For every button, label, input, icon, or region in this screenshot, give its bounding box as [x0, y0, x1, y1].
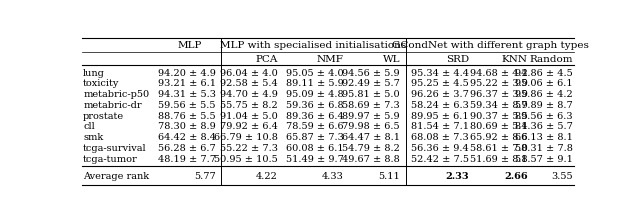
Text: 51.57 ± 9.1: 51.57 ± 9.1 — [515, 155, 573, 164]
Text: 65.87 ± 7.3: 65.87 ± 7.3 — [285, 133, 344, 142]
Text: 56.28 ± 6.7: 56.28 ± 6.7 — [158, 144, 216, 153]
Text: 81.54 ± 7.1: 81.54 ± 7.1 — [411, 122, 469, 131]
Text: 57.89 ± 8.7: 57.89 ± 8.7 — [515, 101, 573, 110]
Text: 59.34 ± 8.9: 59.34 ± 8.9 — [470, 101, 528, 110]
Text: PCA: PCA — [255, 55, 278, 64]
Text: metabric-dr: metabric-dr — [83, 101, 141, 110]
Text: Average rank: Average rank — [83, 172, 149, 181]
Text: 94.56 ± 5.9: 94.56 ± 5.9 — [342, 69, 400, 78]
Text: KNN: KNN — [502, 55, 528, 64]
Text: 58.61 ± 7.0: 58.61 ± 7.0 — [470, 144, 528, 153]
Text: smk: smk — [83, 133, 103, 142]
Text: 48.19 ± 7.7: 48.19 ± 7.7 — [157, 155, 216, 164]
Text: tcga-survival: tcga-survival — [83, 144, 147, 153]
Text: 56.36 ± 9.4: 56.36 ± 9.4 — [412, 144, 469, 153]
Text: 52.42 ± 7.5: 52.42 ± 7.5 — [411, 155, 469, 164]
Text: Random: Random — [529, 55, 573, 64]
Text: 50.95 ± 10.5: 50.95 ± 10.5 — [214, 155, 278, 164]
Text: 79.98 ± 6.5: 79.98 ± 6.5 — [342, 122, 400, 131]
Text: 96.04 ± 4.0: 96.04 ± 4.0 — [220, 69, 278, 78]
Text: 55.75 ± 8.2: 55.75 ± 8.2 — [220, 101, 278, 110]
Text: 93.21 ± 6.1: 93.21 ± 6.1 — [157, 79, 216, 88]
Text: 94.20 ± 4.9: 94.20 ± 4.9 — [157, 69, 216, 78]
Text: 64.47 ± 8.1: 64.47 ± 8.1 — [342, 133, 400, 142]
Text: 94.31 ± 5.3: 94.31 ± 5.3 — [157, 90, 216, 99]
Text: 95.25 ± 4.5: 95.25 ± 4.5 — [412, 79, 469, 88]
Text: 55.22 ± 7.3: 55.22 ± 7.3 — [220, 144, 278, 153]
Text: MLP with specialised initialisations: MLP with specialised initialisations — [220, 41, 406, 50]
Text: 94.68 ± 4.2: 94.68 ± 4.2 — [470, 69, 528, 78]
Text: 94.70 ± 4.9: 94.70 ± 4.9 — [220, 90, 278, 99]
Text: 89.95 ± 6.1: 89.95 ± 6.1 — [412, 112, 469, 121]
Text: 95.06 ± 6.1: 95.06 ± 6.1 — [515, 79, 573, 88]
Text: WL: WL — [383, 55, 400, 64]
Text: 96.26 ± 3.7: 96.26 ± 3.7 — [411, 90, 469, 99]
Text: 2.66: 2.66 — [504, 172, 528, 181]
Text: 80.69 ± 5.4: 80.69 ± 5.4 — [470, 122, 528, 131]
Text: 5.11: 5.11 — [378, 172, 400, 181]
Text: 2.33: 2.33 — [445, 172, 469, 181]
Text: 59.56 ± 5.5: 59.56 ± 5.5 — [158, 101, 216, 110]
Text: 78.30 ± 8.9: 78.30 ± 8.9 — [158, 122, 216, 131]
Text: 79.92 ± 6.4: 79.92 ± 6.4 — [220, 122, 278, 131]
Text: tcga-tumor: tcga-tumor — [83, 155, 138, 164]
Text: 66.79 ± 10.8: 66.79 ± 10.8 — [214, 133, 278, 142]
Text: 91.04 ± 5.0: 91.04 ± 5.0 — [220, 112, 278, 121]
Text: 66.13 ± 8.1: 66.13 ± 8.1 — [515, 133, 573, 142]
Text: lung: lung — [83, 69, 105, 78]
Text: 51.69 ± 8.8: 51.69 ± 8.8 — [470, 155, 528, 164]
Text: 78.59 ± 6.6: 78.59 ± 6.6 — [286, 122, 344, 131]
Text: 49.67 ± 8.8: 49.67 ± 8.8 — [342, 155, 400, 164]
Text: 64.42 ± 8.4: 64.42 ± 8.4 — [157, 133, 216, 142]
Text: 89.97 ± 5.9: 89.97 ± 5.9 — [342, 112, 400, 121]
Text: 81.36 ± 5.7: 81.36 ± 5.7 — [515, 122, 573, 131]
Text: GCondNet with different graph types: GCondNet with different graph types — [392, 41, 588, 50]
Text: 89.36 ± 6.4: 89.36 ± 6.4 — [285, 112, 344, 121]
Text: 3.55: 3.55 — [551, 172, 573, 181]
Text: NMF: NMF — [317, 55, 344, 64]
Text: 90.37 ± 5.5: 90.37 ± 5.5 — [470, 112, 528, 121]
Text: 5.77: 5.77 — [194, 172, 216, 181]
Text: cll: cll — [83, 122, 95, 131]
Text: 95.05 ± 4.0: 95.05 ± 4.0 — [286, 69, 344, 78]
Text: 95.86 ± 4.2: 95.86 ± 4.2 — [515, 90, 573, 99]
Text: 51.49 ± 9.7: 51.49 ± 9.7 — [285, 155, 344, 164]
Text: 95.81 ± 5.0: 95.81 ± 5.0 — [342, 90, 400, 99]
Text: prostate: prostate — [83, 112, 124, 121]
Text: 95.34 ± 4.4: 95.34 ± 4.4 — [411, 69, 469, 78]
Text: toxicity: toxicity — [83, 79, 120, 88]
Text: 58.31 ± 7.8: 58.31 ± 7.8 — [515, 144, 573, 153]
Text: 4.22: 4.22 — [256, 172, 278, 181]
Text: 60.08 ± 6.1: 60.08 ± 6.1 — [286, 144, 344, 153]
Text: 68.08 ± 7.3: 68.08 ± 7.3 — [412, 133, 469, 142]
Text: 92.49 ± 5.7: 92.49 ± 5.7 — [342, 79, 400, 88]
Text: 88.76 ± 5.5: 88.76 ± 5.5 — [158, 112, 216, 121]
Text: 58.69 ± 7.3: 58.69 ± 7.3 — [342, 101, 400, 110]
Text: 94.86 ± 4.5: 94.86 ± 4.5 — [515, 69, 573, 78]
Text: 95.09 ± 4.8: 95.09 ± 4.8 — [286, 90, 344, 99]
Text: 92.58 ± 5.4: 92.58 ± 5.4 — [220, 79, 278, 88]
Text: SRD: SRD — [446, 55, 469, 64]
Text: 89.11 ± 5.9: 89.11 ± 5.9 — [285, 79, 344, 88]
Text: 58.24 ± 6.3: 58.24 ± 6.3 — [411, 101, 469, 110]
Text: 4.33: 4.33 — [322, 172, 344, 181]
Text: 65.92 ± 8.6: 65.92 ± 8.6 — [470, 133, 528, 142]
Text: 89.56 ± 6.3: 89.56 ± 6.3 — [515, 112, 573, 121]
Text: 59.36 ± 6.8: 59.36 ± 6.8 — [286, 101, 344, 110]
Text: 96.37 ± 3.9: 96.37 ± 3.9 — [470, 90, 528, 99]
Text: metabric-p50: metabric-p50 — [83, 90, 149, 99]
Text: MLP: MLP — [177, 41, 202, 50]
Text: 95.22 ± 3.9: 95.22 ± 3.9 — [470, 79, 528, 88]
Text: 54.79 ± 8.2: 54.79 ± 8.2 — [342, 144, 400, 153]
